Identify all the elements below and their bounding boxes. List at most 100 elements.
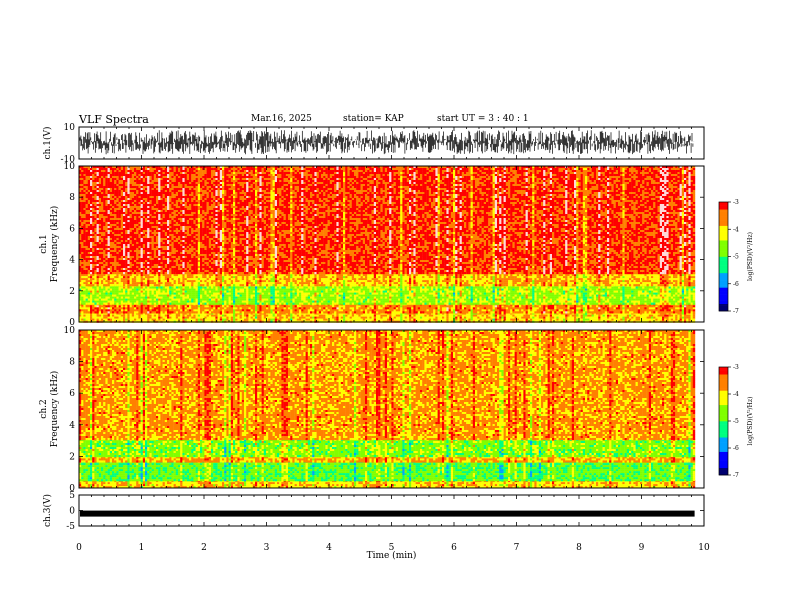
spectrogram-cell: [94, 230, 96, 232]
spectrogram-cell: [130, 289, 132, 291]
spectrogram-cell: [134, 258, 136, 260]
spectrogram-cell: [114, 222, 116, 224]
spectrogram-cell: [112, 291, 114, 293]
spectrogram-cell: [132, 250, 134, 252]
spectrogram-cell: [149, 307, 151, 309]
spectrogram-cell: [121, 246, 123, 248]
spectrogram-cell: [105, 301, 107, 303]
spectrogram-cell: [105, 212, 107, 214]
spectrogram-cell: [94, 299, 96, 301]
spectrogram-cell: [99, 206, 101, 208]
spectrogram-cell: [147, 254, 149, 256]
spectrogram-cell: [92, 234, 94, 236]
spectrogram-cell: [141, 240, 143, 242]
spectrogram-cell: [88, 190, 90, 192]
spectrogram-cell: [97, 272, 99, 274]
spectrogram-cell: [83, 305, 85, 307]
spectrogram-cell: [108, 220, 110, 222]
spectrogram-cell: [99, 216, 101, 218]
spectrogram-cell: [97, 242, 99, 244]
spectrogram-cell: [112, 212, 114, 214]
spectrogram-cell: [125, 256, 127, 258]
spectrogram-cell: [138, 200, 140, 202]
spectrogram-cell: [97, 190, 99, 192]
spectrogram-cell: [119, 256, 121, 258]
spectrogram-cell: [86, 188, 88, 190]
spectrogram-cell: [103, 210, 105, 212]
spectrogram-cell: [101, 242, 103, 244]
spectrogram-cell: [92, 208, 94, 210]
spectrogram-cell: [138, 258, 140, 260]
spectrogram-cell: [125, 224, 127, 226]
spectrogram-cell: [90, 206, 92, 208]
spectrogram-cell: [121, 174, 123, 176]
spectrogram-cell: [94, 268, 96, 270]
spectrogram-cell: [101, 278, 103, 280]
spectrogram-cell: [138, 240, 140, 242]
spectrogram-cell: [110, 266, 112, 268]
spectrogram-cell: [116, 200, 118, 202]
spectrogram-cell: [136, 186, 138, 188]
spectrogram-cell: [141, 194, 143, 196]
spectrogram-cell: [141, 252, 143, 254]
spectrogram-cell: [90, 226, 92, 228]
spectrogram-cell: [127, 311, 129, 313]
spectrogram-cell: [101, 238, 103, 240]
spectrogram-cell: [143, 248, 145, 250]
spectrogram-cell: [119, 216, 121, 218]
spectrogram-cell: [103, 176, 105, 178]
spectrogram-cell: [110, 301, 112, 303]
spectrogram-cell: [83, 208, 85, 210]
spectrogram-cell: [110, 178, 112, 180]
spectrogram-cell: [127, 236, 129, 238]
spectrogram-cell: [88, 208, 90, 210]
spectrogram-cell: [114, 250, 116, 252]
spectrogram-cell: [99, 208, 101, 210]
spectrogram-cell: [90, 311, 92, 313]
spectrogram-cell: [138, 262, 140, 264]
spectrogram-cell: [136, 244, 138, 246]
spectrogram-cell: [110, 299, 112, 301]
spectrogram-cell: [143, 200, 145, 202]
spectrogram-cell: [145, 242, 147, 244]
spectrogram-cell: [105, 319, 107, 321]
spectrogram-cell: [143, 212, 145, 214]
spectrogram-cell: [97, 200, 99, 202]
spectrogram-cell: [99, 266, 101, 268]
spectrogram-cell: [143, 293, 145, 295]
spectrogram-cell: [97, 232, 99, 234]
spectrogram-cell: [143, 297, 145, 299]
spectrogram-cell: [125, 289, 127, 291]
spectrogram-cell: [86, 268, 88, 270]
spectrogram-cell: [105, 262, 107, 264]
spectrogram-cell: [145, 190, 147, 192]
spectrogram-cell: [125, 287, 127, 289]
spectrogram-cell: [90, 242, 92, 244]
spectrogram-cell: [101, 174, 103, 176]
spectrogram-cell: [143, 188, 145, 190]
spectrogram-cell: [103, 216, 105, 218]
spectrogram-cell: [143, 299, 145, 301]
spectrogram-cell: [108, 234, 110, 236]
spectrogram-cell: [136, 172, 138, 174]
spectrogram-cell: [145, 226, 147, 228]
spectrogram-cell: [136, 262, 138, 264]
spectrogram-cell: [92, 260, 94, 262]
spectrogram-cell: [110, 190, 112, 192]
spectrogram-cell: [83, 222, 85, 224]
spectrogram-cell: [145, 180, 147, 182]
spectrogram-cell: [86, 210, 88, 212]
spectrogram-cell: [125, 170, 127, 172]
spectrogram-cell: [116, 276, 118, 278]
spectrogram-cell: [130, 240, 132, 242]
spectrogram-cell: [94, 248, 96, 250]
spectrogram-cell: [127, 240, 129, 242]
spectrogram-cell: [147, 188, 149, 190]
spectrogram-cell: [99, 218, 101, 220]
spectrogram-cell: [119, 315, 121, 317]
spectrogram-cell: [121, 301, 123, 303]
spectrogram-cell: [108, 186, 110, 188]
spectrogram-cell: [103, 174, 105, 176]
spectrogram-cell: [92, 254, 94, 256]
spectrogram-cell: [101, 216, 103, 218]
